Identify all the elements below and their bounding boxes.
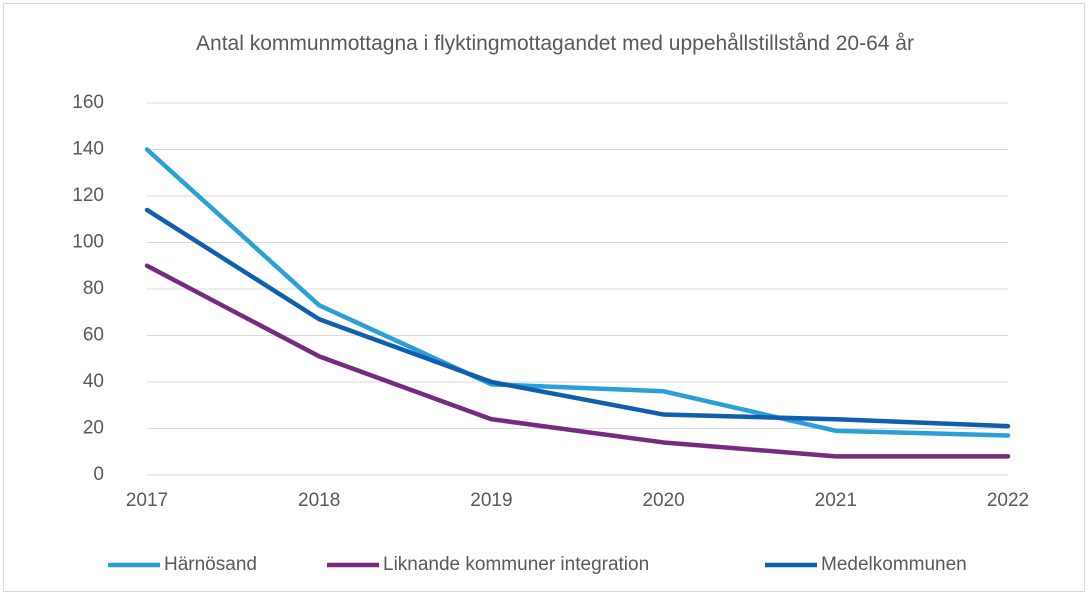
x-tick-label: 2021 — [815, 490, 857, 511]
y-tick-label: 80 — [83, 278, 104, 299]
y-tick-label: 100 — [72, 232, 104, 253]
y-tick-label: 40 — [83, 371, 104, 392]
y-tick-label: 140 — [72, 139, 104, 160]
series-line — [144, 147, 1011, 438]
y-tick-label: 0 — [93, 464, 104, 485]
y-tick-label: 120 — [72, 185, 104, 206]
y-tick-label: 60 — [83, 325, 104, 346]
legend-label: Härnösand — [164, 554, 257, 575]
chart-border — [3, 3, 1085, 592]
x-tick-label: 2017 — [126, 490, 168, 511]
chart-title: Antal kommunmottagna i flyktingmottagand… — [196, 32, 914, 55]
legend-label: Medelkommunen — [821, 554, 967, 575]
x-tick-label: 2018 — [298, 490, 340, 511]
legend-label: Liknande kommuner integration — [383, 554, 649, 575]
x-tick-label: 2020 — [642, 490, 684, 511]
x-tick-label: 2019 — [470, 490, 512, 511]
y-tick-label: 20 — [83, 418, 104, 439]
y-tick-label: 160 — [72, 92, 104, 113]
series-line — [144, 207, 1011, 429]
series-line — [144, 263, 1011, 459]
x-tick-label: 2022 — [987, 490, 1029, 511]
